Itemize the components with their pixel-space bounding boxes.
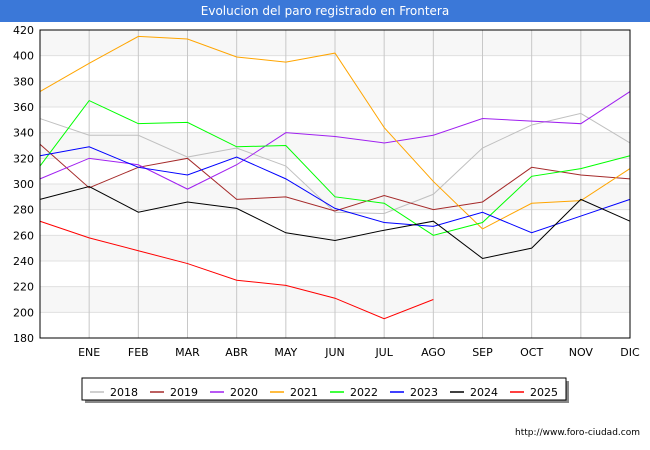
x-tick-label: AGO [421,346,446,359]
x-tick-label: MAY [274,346,297,359]
y-tick-label: 400 [13,50,34,63]
chart-title: Evolucion del paro registrado en Fronter… [0,0,650,22]
y-tick-label: 180 [13,332,34,345]
series-line-2022 [39,99,631,236]
legend-label: 2019 [170,386,198,399]
legend-label: 2018 [110,386,138,399]
legend-label: 2025 [530,386,558,399]
y-tick-label: 360 [13,101,34,114]
x-tick-label: ABR [225,346,248,359]
y-tick-label: 340 [13,127,34,140]
y-tick-label: 420 [13,24,34,37]
plot-border [39,29,631,339]
series-line-2021 [39,35,631,230]
x-tick-label: FEB [128,346,149,359]
y-tick-label: 280 [13,204,34,217]
x-tick-label: JUL [374,346,393,359]
y-tick-label: 240 [13,255,34,268]
legend-label: 2021 [290,386,318,399]
legend-label: 2022 [350,386,378,399]
legend-label: 2023 [410,386,438,399]
x-tick-label: ENE [78,346,100,359]
series-line-2024 [39,186,631,259]
series-line-2020 [39,91,631,190]
x-tick-label: DIC [620,346,640,359]
series-line-2023 [39,146,631,234]
y-tick-label: 220 [13,281,34,294]
series-line-2018 [39,112,631,215]
y-tick-label: 200 [13,306,34,319]
source-url[interactable]: http://www.foro-ciudad.com [515,428,640,438]
series-line-2025 [39,220,434,320]
legend-box [81,377,567,401]
legend-label: 2024 [470,386,498,399]
x-tick-label: MAR [175,346,200,359]
x-tick-label: NOV [569,346,594,359]
x-tick-label: JUN [324,346,345,359]
y-tick-label: 320 [13,152,34,165]
legend-label: 2020 [230,386,258,399]
x-tick-label: OCT [520,346,543,359]
y-tick-label: 260 [13,229,34,242]
y-tick-label: 380 [13,75,34,88]
y-tick-label: 300 [13,178,34,191]
x-tick-label: SEP [472,346,493,359]
